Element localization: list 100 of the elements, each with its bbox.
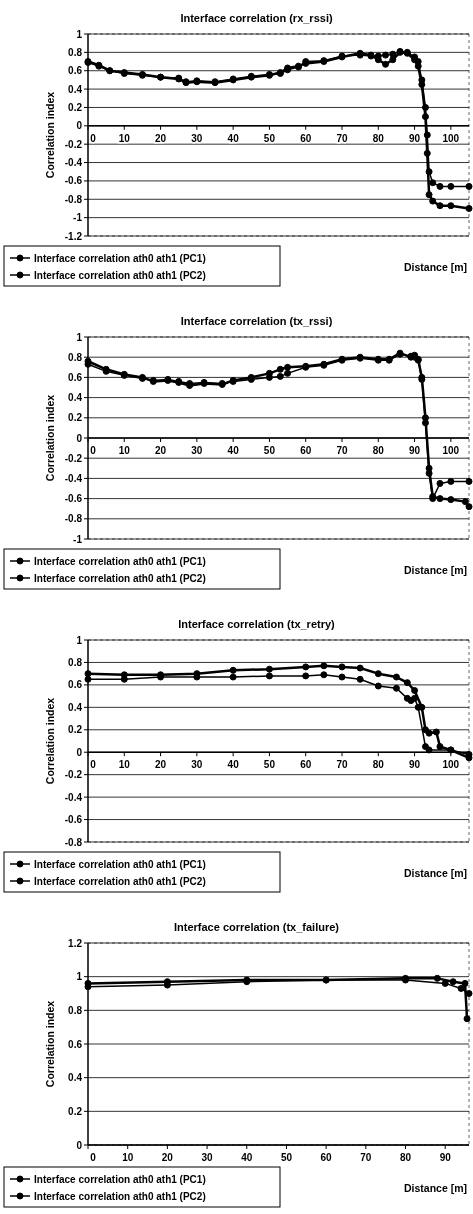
y-tick-label: -0.4 — [64, 791, 83, 803]
y-tick-label: -0.4 — [64, 472, 83, 484]
chart-title: Interface correlation (tx_retry) — [178, 618, 336, 630]
x-tick-label: 10 — [118, 759, 131, 771]
x-tick-label: 90 — [409, 759, 421, 771]
y-tick-label: -1.2 — [64, 230, 83, 242]
x-tick-label: 20 — [155, 759, 167, 771]
x-tick-label: 100 — [442, 759, 460, 771]
x-tick-label: 30 — [191, 445, 203, 456]
x-axis-title: Distance [m] — [403, 1182, 467, 1194]
legend-label: Interface correlation ath0 ath1 (PC1) — [34, 555, 206, 567]
y-tick-label: 0.8 — [68, 46, 83, 58]
y-axis-title: Correlation index — [44, 394, 56, 482]
y-tick-label: 0 — [76, 1139, 83, 1151]
x-tick-label: 50 — [263, 445, 276, 456]
x-tick-label: 30 — [201, 1152, 214, 1163]
y-axis-title: Correlation index — [44, 1000, 56, 1088]
y-tick-label: 0.4 — [68, 83, 83, 95]
x-tick-label: 70 — [336, 759, 348, 771]
chart-title: Interface correlation (tx_failure) — [173, 921, 340, 933]
y-tick-label: -0.2 — [64, 769, 83, 781]
y-tick-label: -0.8 — [64, 193, 83, 205]
x-tick-label: 40 — [227, 132, 240, 144]
x-tick-label: 10 — [118, 132, 131, 144]
y-tick-label: 0.4 — [68, 701, 83, 713]
y-tick-label: 0.2 — [68, 412, 83, 424]
x-tick-label: 30 — [191, 132, 203, 144]
y-tick-label: -0.2 — [64, 452, 83, 464]
legend-label: Interface correlation ath0 ath1 (PC2) — [34, 572, 206, 584]
y-tick-label: 0 — [76, 746, 83, 758]
y-tick-label: 0.6 — [68, 1038, 83, 1050]
x-tick-label: 70 — [360, 1152, 372, 1163]
legend-label: Interface correlation ath0 ath1 (PC1) — [34, 858, 206, 870]
legend-label: Interface correlation ath0 ath1 (PC1) — [34, 252, 206, 264]
y-tick-label: 0.4 — [68, 392, 83, 404]
y-tick-label: 0.8 — [68, 1004, 83, 1016]
y-tick-label: 1 — [76, 331, 83, 343]
x-axis-title: Distance [m] — [403, 867, 467, 879]
x-tick-label: 0 — [90, 759, 97, 771]
y-tick-label: 0.6 — [68, 371, 83, 383]
chart-title: Interface correlation (rx_rssi) — [180, 12, 333, 24]
legend-label: Interface correlation ath0 ath1 (PC1) — [34, 1173, 206, 1185]
x-tick-label: 20 — [155, 132, 167, 144]
x-tick-label: 60 — [300, 445, 312, 456]
x-tick-label: 90 — [439, 1152, 452, 1163]
x-axis-title: Distance [m] — [403, 261, 467, 273]
x-tick-label: 50 — [280, 1152, 293, 1163]
x-tick-label: 10 — [118, 445, 131, 456]
x-axis-title: Distance [m] — [403, 564, 467, 576]
x-tick-label: 30 — [191, 759, 203, 771]
x-tick-label: 50 — [263, 759, 276, 771]
y-tick-label: 1 — [76, 634, 83, 646]
x-tick-label: 60 — [320, 1152, 333, 1163]
y-tick-label: 1.2 — [68, 937, 83, 949]
legend-label: Interface correlation ath0 ath1 (PC2) — [34, 875, 206, 887]
y-tick-label: 0.4 — [68, 1072, 83, 1084]
y-tick-label: 0.8 — [68, 351, 83, 363]
x-tick-label: 10 — [122, 1152, 134, 1163]
y-tick-label: -0.6 — [64, 175, 83, 187]
x-tick-label: 80 — [372, 132, 385, 144]
x-tick-label: 90 — [409, 445, 421, 456]
x-tick-label: 80 — [372, 759, 385, 771]
y-tick-label: -0.2 — [64, 138, 83, 150]
y-tick-label: -0.8 — [64, 513, 83, 525]
y-axis-title: Correlation index — [44, 697, 56, 785]
x-tick-label: 40 — [227, 445, 240, 456]
x-tick-label: 40 — [227, 759, 240, 771]
x-tick-label: 0 — [90, 445, 97, 456]
y-tick-label: -0.8 — [64, 836, 83, 848]
legend-label: Interface correlation ath0 ath1 (PC2) — [34, 269, 206, 281]
x-tick-label: 90 — [409, 132, 421, 144]
y-tick-label: -0.4 — [64, 157, 83, 169]
y-tick-label: 0.8 — [68, 656, 83, 668]
x-tick-label: 40 — [241, 1152, 253, 1163]
y-axis-title: Correlation index — [44, 91, 56, 179]
x-tick-label: 0 — [90, 1152, 97, 1163]
y-tick-label: 0.6 — [68, 679, 83, 691]
y-tick-label: 0.2 — [68, 1105, 83, 1117]
y-tick-label: 0.2 — [68, 724, 83, 736]
x-tick-label: 100 — [442, 445, 460, 456]
y-tick-label: 0 — [76, 432, 83, 444]
x-tick-label: 50 — [263, 132, 276, 144]
x-tick-label: 20 — [161, 1152, 174, 1163]
x-tick-label: 20 — [155, 445, 167, 456]
x-tick-label: 80 — [399, 1152, 412, 1163]
x-tick-label: 0 — [90, 132, 97, 144]
y-tick-label: -0.6 — [64, 493, 83, 505]
x-tick-label: 70 — [336, 132, 348, 144]
chart-title: Interface correlation (tx_rssi) — [180, 315, 333, 327]
y-tick-label: -1 — [73, 212, 83, 224]
y-tick-label: 0.2 — [68, 101, 83, 113]
x-tick-label: 70 — [336, 445, 348, 456]
x-tick-label: 100 — [442, 132, 460, 144]
y-tick-label: 1 — [76, 28, 83, 40]
y-tick-label: 0 — [76, 120, 83, 132]
x-tick-label: 60 — [300, 759, 312, 771]
x-tick-label: 80 — [372, 445, 385, 456]
legend-label: Interface correlation ath0 ath1 (PC2) — [34, 1190, 206, 1202]
y-tick-label: 0.6 — [68, 65, 83, 77]
y-tick-label: 1 — [76, 971, 83, 983]
